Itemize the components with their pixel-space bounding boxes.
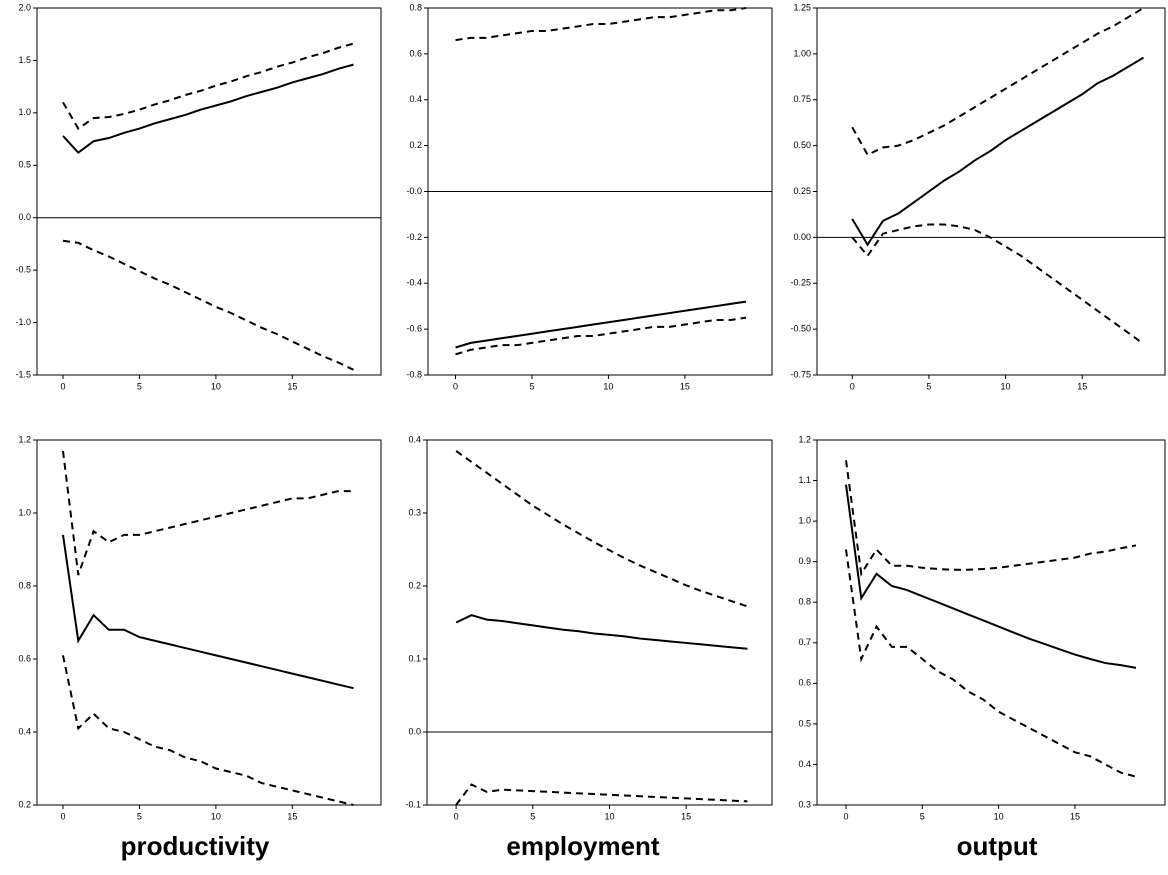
y-tick-label: 0.2 [409,140,422,150]
y-tick-label: 0.5 [18,160,31,170]
y-tick-label: 0.5 [798,718,811,728]
y-tick-label: 1.1 [798,475,811,485]
series-line [455,316,747,356]
series-line [851,56,1145,247]
x-tick-label: 0 [850,381,855,391]
y-tick-label: 0.0 [408,726,421,736]
y-tick-label: 1.2 [798,434,811,444]
y-tick-label: 1.0 [18,107,31,117]
y-tick-label: 1.2 [18,434,31,444]
y-tick-label: 0.8 [18,580,31,590]
column-label: output [957,831,1038,861]
y-tick-label: -0.5 [15,265,31,275]
series-line [851,223,1145,345]
series-line [62,63,354,155]
y-tick-label: 1.0 [18,507,31,517]
y-tick-label: 1.00 [793,48,811,58]
y-tick-label: 0.8 [798,597,811,607]
y-tick-label: 0.3 [408,507,421,517]
series-line [62,655,354,806]
y-tick-label: -0.2 [406,232,422,242]
y-tick-label: 0.9 [798,556,811,566]
series-line [455,450,748,608]
y-tick-label: 0.75 [793,94,811,104]
x-tick-label: 10 [211,381,221,391]
x-tick-label: 5 [926,381,931,391]
y-tick-label: -0.25 [790,278,811,288]
x-tick-label: 5 [137,381,142,391]
y-tick-label: 0.3 [798,799,811,809]
y-tick-label: -0.1 [405,799,421,809]
x-tick-label: 0 [454,811,459,821]
x-tick-label: 15 [287,811,297,821]
y-tick-label: 0.50 [793,140,811,150]
x-tick-label: 10 [211,811,221,821]
column-label: employment [506,831,659,861]
x-tick-label: 5 [529,381,534,391]
y-tick-label: 0.6 [798,678,811,688]
y-tick-label: 0.0 [18,212,31,222]
y-tick-label: -1.0 [15,317,31,327]
plot-frame [36,439,382,806]
y-tick-label: -0.50 [790,324,811,334]
y-tick-label: -0.0 [406,186,422,196]
x-tick-label: 10 [1001,381,1011,391]
series-line [851,7,1145,157]
x-tick-label: 0 [843,811,848,821]
y-tick-label: 0.25 [793,186,811,196]
x-tick-label: 15 [287,381,297,391]
x-tick-label: 15 [681,811,691,821]
series-line [455,7,747,42]
series-line [62,239,354,371]
plot-frame [816,439,1166,806]
y-tick-label: 0.4 [408,434,421,444]
series-line [455,783,748,806]
y-tick-label: 0.6 [409,48,422,58]
y-tick-label: 1.5 [18,55,31,65]
y-tick-label: -0.75 [790,369,811,379]
y-tick-label: 1.0 [798,515,811,525]
x-tick-label: 10 [994,811,1004,821]
y-tick-label: 0.4 [409,94,422,104]
x-tick-label: 10 [604,811,614,821]
plot-frame [816,7,1166,376]
column-label: productivity [121,831,270,861]
plot-frame [426,439,773,806]
y-tick-label: 0.2 [408,580,421,590]
y-tick-label: 0.4 [798,759,811,769]
y-tick-label: 1.25 [793,2,811,12]
y-tick-label: -0.6 [406,324,422,334]
y-tick-label: -0.4 [406,278,422,288]
series-line [62,42,354,131]
x-tick-label: 15 [1070,811,1080,821]
x-tick-label: 5 [137,811,142,821]
x-tick-label: 0 [60,381,65,391]
y-tick-label: 0.7 [798,637,811,647]
y-tick-label: 2.0 [18,2,31,12]
series-line [61,450,354,576]
series-line [845,460,1137,577]
series-line [845,484,1137,669]
plot-frame [36,7,382,376]
series-line [845,549,1137,778]
series-line [455,300,747,349]
series-line [62,534,354,690]
x-tick-label: 5 [920,811,925,821]
x-tick-label: 15 [680,381,690,391]
y-tick-label: -1.5 [15,369,31,379]
y-tick-label: -0.8 [406,369,422,379]
x-tick-label: 0 [60,811,65,821]
y-tick-label: 0.1 [408,653,421,663]
x-tick-label: 10 [603,381,613,391]
y-tick-label: 0.8 [409,2,422,12]
y-tick-label: 0.2 [18,799,31,809]
y-tick-label: 0.4 [18,726,31,736]
y-tick-label: 0.00 [793,232,811,242]
y-tick-label: 0.6 [18,653,31,663]
x-tick-label: 0 [453,381,458,391]
x-tick-label: 15 [1077,381,1087,391]
series-line [455,614,748,650]
x-tick-label: 5 [530,811,535,821]
